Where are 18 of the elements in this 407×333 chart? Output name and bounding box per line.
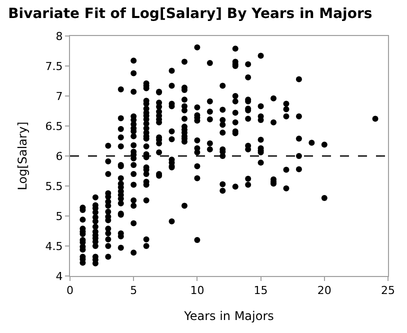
- x-axis-title: Years in Majors: [183, 309, 274, 324]
- x-tick-label: 0: [66, 284, 74, 298]
- y-tick-label: 6.5: [45, 120, 63, 133]
- y-tick-label: 4.5: [45, 240, 63, 253]
- y-tick-label: 7: [56, 90, 63, 103]
- x-tick-label: 20: [317, 284, 332, 298]
- chart-title: Bivariate Fit of Log[Salary] By Years in Majors: [8, 6, 372, 22]
- x-tick-label: 15: [254, 284, 268, 298]
- x-tick-label: 10: [190, 284, 204, 298]
- x-tick-label: 5: [130, 284, 138, 298]
- y-tick-label: 8: [56, 30, 63, 43]
- y-tick-label: 5: [56, 210, 63, 223]
- y-tick-label: 5.5: [45, 180, 63, 193]
- y-tick-label: 7.5: [45, 60, 63, 73]
- y-tick-label: 6: [56, 150, 63, 163]
- y-tick-label: 4: [56, 270, 63, 283]
- x-tick-label: 25: [381, 284, 395, 298]
- y-axis-title: Log[Salary]: [16, 122, 30, 190]
